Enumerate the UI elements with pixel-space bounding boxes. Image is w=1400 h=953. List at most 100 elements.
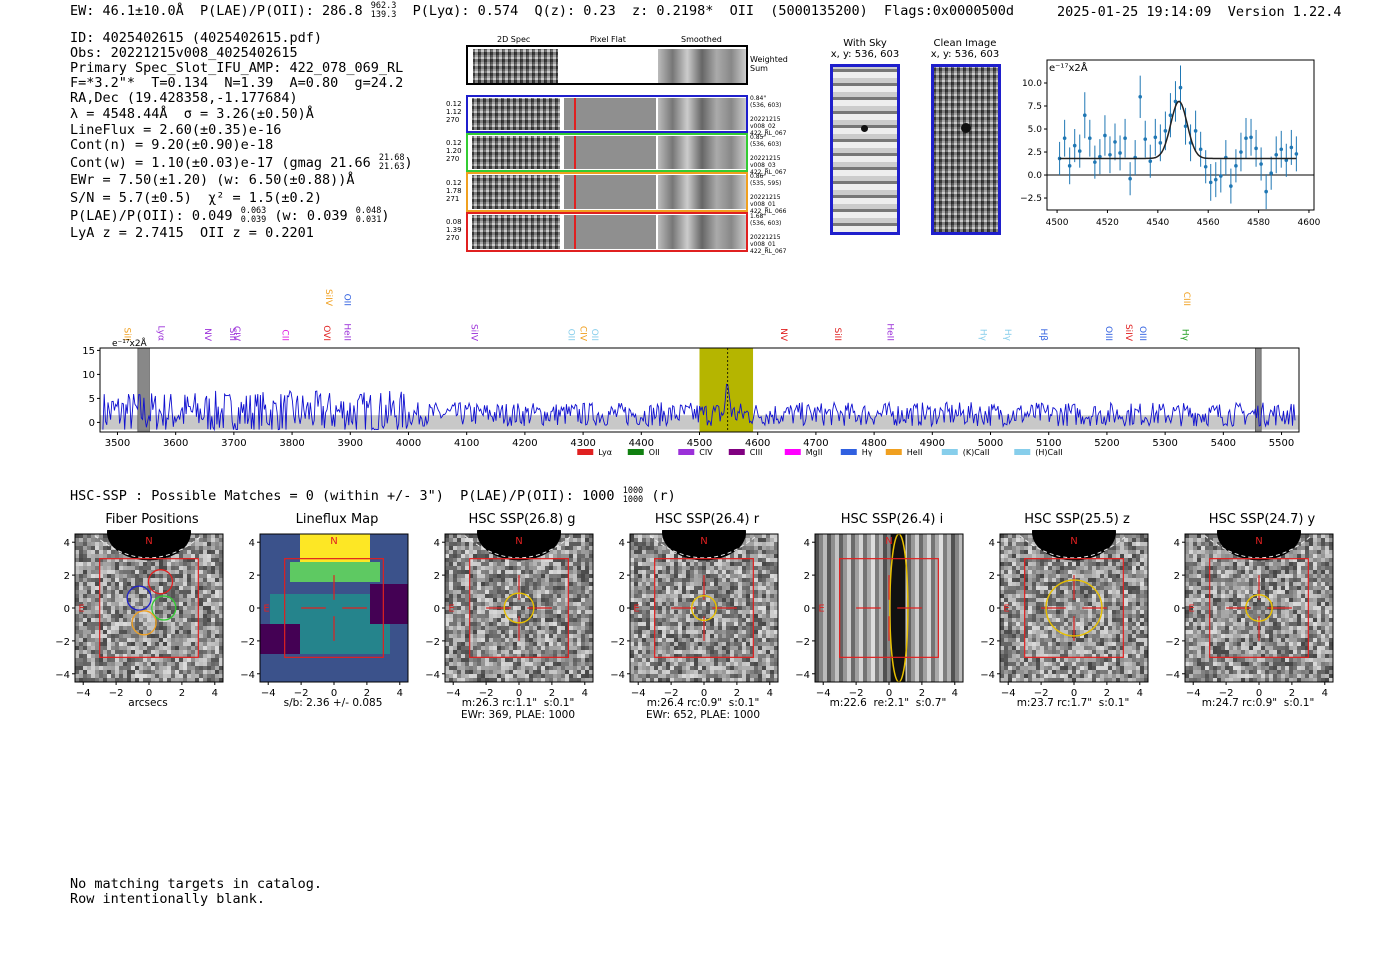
pixel	[690, 594, 695, 599]
pixel	[481, 558, 486, 563]
pixel	[634, 562, 639, 567]
pixel	[469, 586, 474, 591]
pixel	[754, 678, 759, 683]
pixel	[171, 670, 176, 675]
pixel	[714, 562, 719, 567]
pixel	[666, 586, 671, 591]
pixel	[107, 646, 112, 651]
pixel	[581, 606, 586, 611]
pixel	[726, 562, 731, 567]
pixel	[742, 618, 747, 623]
pixel	[706, 586, 711, 591]
pixel	[87, 602, 92, 607]
pixel	[766, 566, 771, 571]
pixel	[79, 638, 84, 643]
pixel	[654, 674, 659, 679]
pixel	[461, 554, 466, 559]
pixel	[453, 570, 458, 575]
pixel	[501, 642, 506, 647]
pixel	[1056, 562, 1061, 567]
pixel	[710, 650, 715, 655]
pixel	[203, 618, 208, 623]
pixel	[1132, 558, 1137, 563]
panel-2: Lineflux Map N E −4 −4 −2 −2 0 0 2 2 4 4 s/b: 2.36 +/…	[235, 512, 420, 727]
pixel	[203, 562, 208, 567]
pixel	[453, 642, 458, 647]
pixel	[634, 654, 639, 659]
stripe-column	[955, 534, 959, 682]
pixel	[754, 626, 759, 631]
pixel	[481, 670, 486, 675]
pixel	[473, 582, 478, 587]
pixel	[485, 558, 490, 563]
pixel	[139, 622, 144, 627]
pixel	[127, 622, 132, 627]
pixel	[143, 578, 148, 583]
pixel	[517, 650, 522, 655]
pixel	[750, 594, 755, 599]
stripe-column	[959, 534, 963, 682]
pixel	[187, 558, 192, 563]
pixel	[219, 626, 224, 631]
pixel	[509, 606, 514, 611]
pixel	[75, 642, 80, 647]
pixel	[75, 562, 80, 567]
pixel	[107, 550, 112, 555]
pixel	[95, 590, 100, 595]
pixel	[509, 642, 514, 647]
pixel	[111, 674, 116, 679]
pixel	[589, 590, 594, 595]
pixel	[183, 554, 188, 559]
pixel	[87, 650, 92, 655]
pixel	[79, 590, 84, 595]
pixel	[770, 650, 775, 655]
pixel	[585, 658, 590, 663]
pixel	[211, 638, 216, 643]
pixel	[553, 638, 558, 643]
pixel	[1000, 562, 1005, 567]
pixel	[509, 582, 514, 587]
pixel	[742, 598, 747, 603]
pixel	[449, 610, 454, 615]
pixel	[1064, 562, 1069, 567]
stripe-column	[831, 534, 835, 682]
pixel	[525, 678, 530, 683]
pixel	[453, 594, 458, 599]
pixel	[119, 574, 124, 579]
pixel	[630, 550, 635, 555]
pixel	[143, 566, 148, 571]
pixel	[714, 590, 719, 595]
pixel	[750, 638, 755, 643]
pixel	[658, 634, 663, 639]
pixel	[529, 626, 534, 631]
pixel	[670, 654, 675, 659]
pixel	[505, 594, 510, 599]
pixel	[770, 670, 775, 675]
pixel	[79, 614, 84, 619]
pixel	[215, 590, 220, 595]
pixel	[545, 622, 550, 627]
pixel	[1076, 562, 1081, 567]
pixel	[485, 562, 490, 567]
pixel	[513, 638, 518, 643]
pixel	[702, 598, 707, 603]
pixel	[581, 654, 586, 659]
pixel	[219, 570, 224, 575]
pixel	[770, 566, 775, 571]
pixel	[163, 578, 168, 583]
pixel	[465, 678, 470, 683]
pixel	[541, 634, 546, 639]
pixel	[171, 590, 176, 595]
pixel	[666, 650, 671, 655]
pixel	[573, 558, 578, 563]
pixel	[718, 626, 723, 631]
pixel	[742, 590, 747, 595]
pixel	[1020, 550, 1025, 555]
pixel	[577, 594, 582, 599]
spectrum-legend-swatch	[627, 449, 644, 455]
pixel	[722, 646, 727, 651]
pixel	[573, 562, 578, 567]
pixel	[465, 558, 470, 563]
pixel	[493, 610, 498, 615]
pixel	[191, 610, 196, 615]
